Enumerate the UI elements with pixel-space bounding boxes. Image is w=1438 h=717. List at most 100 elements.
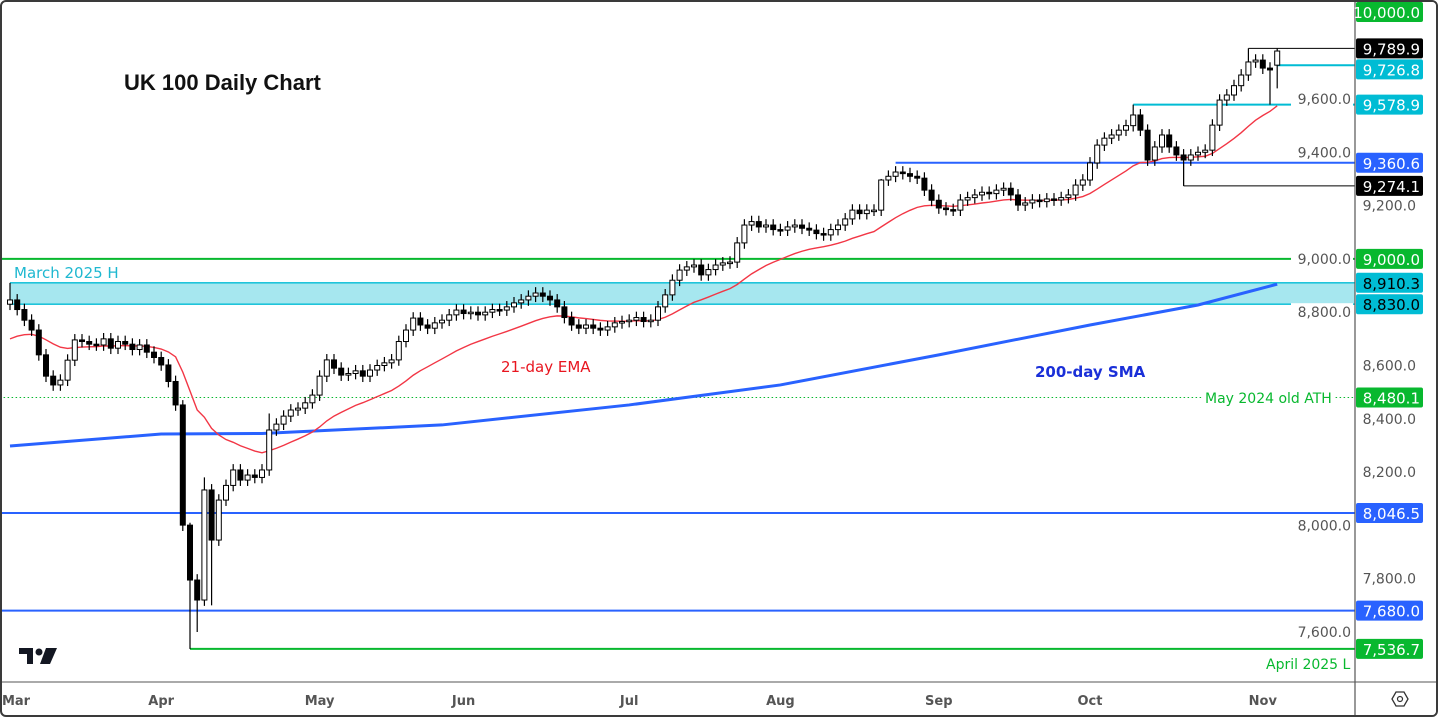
candle xyxy=(1151,141,1158,166)
candle xyxy=(21,303,28,327)
candle xyxy=(935,194,942,214)
candle-body xyxy=(208,489,215,541)
ema21-line xyxy=(9,105,1278,454)
candle-body xyxy=(460,309,467,315)
candle xyxy=(316,370,323,401)
candle-body xyxy=(1000,187,1007,191)
candle xyxy=(719,257,726,271)
y-tick: 9,600.0 xyxy=(1291,90,1353,108)
candle-body xyxy=(129,343,136,351)
candle-body xyxy=(511,302,517,308)
price-tag: 9,274.1 xyxy=(1356,175,1423,196)
candle-body xyxy=(244,474,251,481)
y-tick-label: 8,600.0 xyxy=(1363,359,1416,375)
candle xyxy=(503,301,510,316)
candle-body xyxy=(223,484,229,501)
candle-body xyxy=(741,224,748,244)
price-tag-label: 9,726.8 xyxy=(1363,61,1420,79)
candle xyxy=(482,306,489,321)
candle-body xyxy=(1259,59,1266,69)
price-tag-bg xyxy=(1356,94,1423,115)
candle-body xyxy=(431,322,438,329)
sma200-line xyxy=(9,282,1278,448)
candle-body xyxy=(583,324,589,329)
candle xyxy=(1202,144,1209,159)
candle-body xyxy=(655,306,661,321)
candle-body xyxy=(590,324,597,329)
candle xyxy=(727,256,733,269)
candle xyxy=(899,166,906,180)
candle xyxy=(86,335,93,351)
candle xyxy=(1166,129,1173,153)
candle-body xyxy=(1274,50,1281,66)
candle xyxy=(748,215,755,231)
candle-body xyxy=(971,194,978,199)
price-tag: 9,726.8 xyxy=(1356,59,1423,80)
candle xyxy=(79,334,85,348)
candle-body xyxy=(266,429,273,471)
candle xyxy=(957,194,964,216)
candle xyxy=(539,287,546,303)
candle xyxy=(374,359,381,376)
candle-body xyxy=(158,357,165,366)
candle xyxy=(633,311,640,327)
price-tag-bg xyxy=(1356,294,1423,315)
candle xyxy=(511,297,517,313)
candle-body xyxy=(1043,198,1050,203)
candle-body xyxy=(842,218,849,226)
candle xyxy=(359,364,366,383)
candle-body xyxy=(93,343,100,347)
candle-body xyxy=(698,264,705,276)
candle xyxy=(986,186,993,200)
candle-body xyxy=(1079,179,1086,186)
candle xyxy=(1007,182,1014,201)
candle-body xyxy=(280,415,287,425)
candle xyxy=(712,259,719,276)
candle xyxy=(1267,62,1273,105)
candle xyxy=(914,170,921,185)
candle xyxy=(122,335,129,351)
candle xyxy=(1259,54,1266,74)
candle-body xyxy=(575,324,582,329)
candle xyxy=(1238,69,1245,92)
candle xyxy=(338,362,345,381)
candle xyxy=(1123,119,1129,137)
candle-body xyxy=(554,299,561,308)
candle-body xyxy=(647,319,654,323)
candle-body xyxy=(50,375,57,386)
candle-body xyxy=(928,189,935,201)
candle xyxy=(597,322,604,336)
candle xyxy=(626,314,633,328)
settings-icon[interactable] xyxy=(1391,691,1409,707)
candle-body xyxy=(1173,146,1180,156)
y-tick-label: 9,600.0 xyxy=(1298,92,1351,108)
candle-body xyxy=(1151,146,1158,161)
candle-body xyxy=(763,224,769,228)
candle-body xyxy=(1187,154,1194,161)
candle xyxy=(237,464,244,486)
candle-body xyxy=(921,177,928,191)
x-tick-label: Nov xyxy=(1249,694,1278,709)
candle-body xyxy=(367,369,373,377)
candle xyxy=(1231,79,1237,101)
y-tick-label: 8,800.0 xyxy=(1298,305,1351,321)
candle xyxy=(604,320,611,336)
candle xyxy=(1130,104,1137,132)
candle-body xyxy=(331,359,337,369)
price-tag: 7,680.0 xyxy=(1356,600,1423,621)
candle xyxy=(28,314,35,336)
candle-body xyxy=(338,367,345,376)
candle-body xyxy=(907,173,913,177)
candle xyxy=(1115,124,1122,141)
candle-body xyxy=(827,229,834,236)
candle xyxy=(93,338,100,351)
candle-body xyxy=(885,175,892,181)
candle-body xyxy=(626,319,633,323)
candle xyxy=(611,316,618,333)
candle-body xyxy=(547,295,553,301)
candle-body xyxy=(748,221,755,226)
candle xyxy=(7,282,13,311)
candle-body xyxy=(705,269,712,276)
candle-body xyxy=(417,317,424,326)
